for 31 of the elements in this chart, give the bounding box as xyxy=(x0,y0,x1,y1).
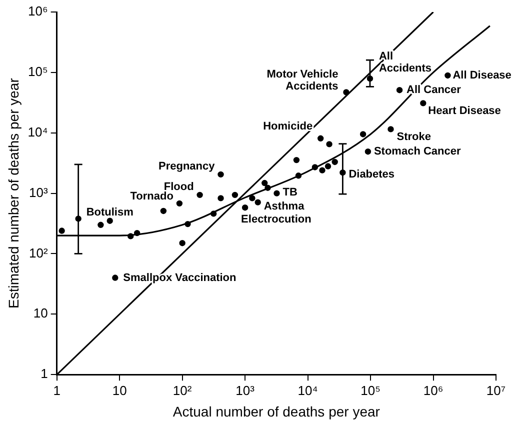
x-tick-label: 10 xyxy=(112,382,127,398)
y-tick-label: 1 xyxy=(40,366,48,382)
annotation: Asthma xyxy=(264,200,306,212)
x-tick-label: 10⁵ xyxy=(360,382,380,398)
y-tick-label: 10⁴ xyxy=(28,124,48,140)
annotation: Heart Disease xyxy=(428,105,501,118)
annotation: Stroke xyxy=(396,131,431,144)
x-tick-label: 10³ xyxy=(236,382,256,398)
y-tick-label: 10² xyxy=(29,245,49,260)
annotation: Homicide xyxy=(263,120,313,132)
x-tick-label: 1 xyxy=(53,382,60,398)
annotation: Electrocution xyxy=(241,214,312,226)
y-tick-label: 10⁶ xyxy=(28,4,48,19)
y-tick-label: 10⁵ xyxy=(28,64,48,80)
x-tick-label: 10⁴ xyxy=(298,382,318,398)
annotation: Pregnancy xyxy=(158,160,216,172)
annotation: All Disease xyxy=(452,70,512,82)
y-axis-title: Estimated number of deaths per year xyxy=(5,78,22,308)
x-tick-label: 10² xyxy=(172,382,192,398)
annotation: Flood xyxy=(164,180,194,193)
annotation: TB xyxy=(282,186,298,198)
annotation: Botulism xyxy=(86,206,134,219)
y-tick-label: 10 xyxy=(33,306,48,321)
x-tick-label: 10⁷ xyxy=(486,382,506,398)
y-tick-label: 10³ xyxy=(29,184,49,200)
annotation: Stomach Cancer xyxy=(374,146,462,158)
x-tick-label: 10⁶ xyxy=(423,382,444,398)
annotation: Motor Vehicle Accidents xyxy=(266,68,338,92)
annotation: Diabetes xyxy=(348,168,395,181)
x-axis-title: Actual number of deaths per year xyxy=(172,403,380,420)
annotation: Tornado xyxy=(130,190,174,202)
